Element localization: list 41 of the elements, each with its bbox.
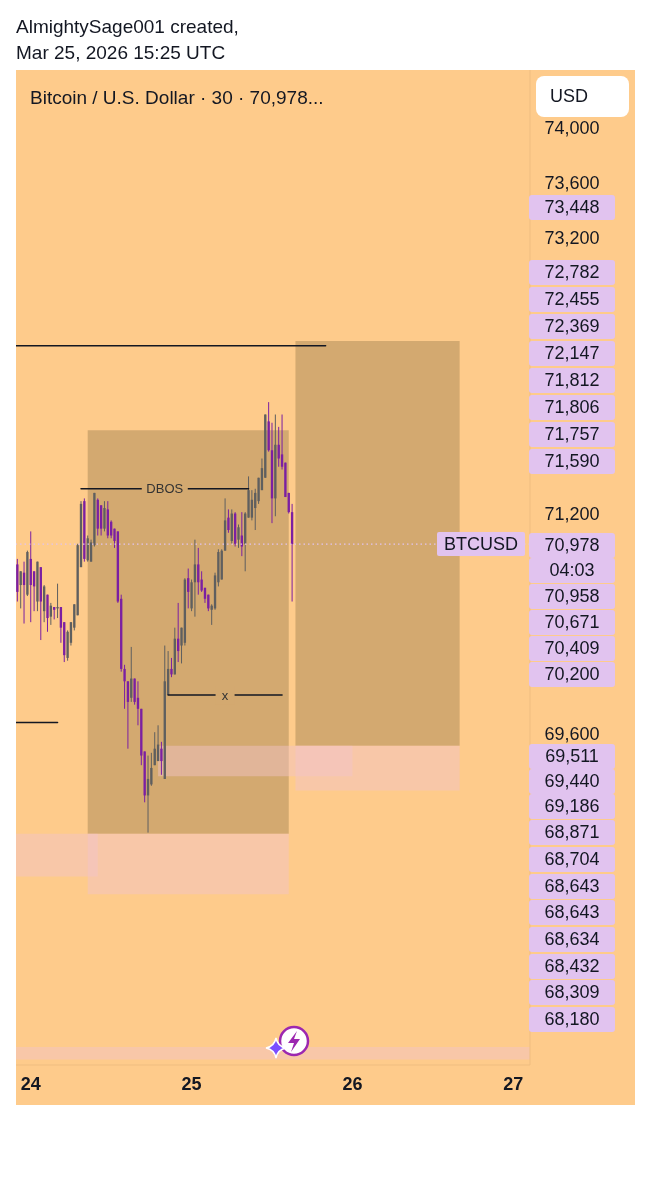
text: 70,200: [529, 661, 615, 687]
y-tick-label: 74,000: [544, 118, 600, 139]
text: 70,978: [529, 532, 615, 558]
y-axis-title: USD: [536, 76, 629, 117]
text: 68,634: [529, 926, 615, 952]
annotation: x: [221, 687, 229, 703]
text: 68,180: [529, 1006, 615, 1032]
text: 68,432: [529, 953, 615, 979]
text: 71,806: [529, 394, 615, 420]
y-tick-label: 69,600: [544, 723, 600, 744]
text: 69,511: [529, 743, 615, 769]
text: 68,643: [529, 899, 615, 925]
text: 68,871: [529, 819, 615, 845]
text: 71,590: [529, 448, 615, 474]
text: 73,448: [529, 194, 615, 220]
x-tick-label: 27: [503, 1074, 524, 1094]
text: 68,643: [529, 873, 615, 899]
y-tick-label: 71,200: [544, 503, 600, 524]
y-tick-label: 73,200: [544, 228, 600, 249]
text: 68,309: [529, 979, 615, 1005]
text: 72,369: [529, 313, 615, 339]
text: 70,409: [529, 635, 615, 661]
ref-line-label: BTCUSD: [437, 532, 525, 557]
text: 69,440: [529, 768, 615, 794]
text: Bitcoin / U.S. Dollar · 30 · 70,978...: [30, 86, 324, 110]
text: 70,958: [529, 583, 615, 609]
text: 72,455: [529, 286, 615, 312]
text: 72,782: [529, 259, 615, 285]
text: 71,812: [529, 367, 615, 393]
y-tick-label: 73,600: [544, 173, 600, 194]
text: 04:03: [529, 557, 615, 583]
annotation: DBOS: [146, 481, 184, 497]
text: 71,757: [529, 421, 615, 447]
text: 70,671: [529, 609, 615, 635]
x-tick-label: 26: [342, 1074, 363, 1094]
text: 68,704: [529, 846, 615, 872]
x-tick-label: 25: [181, 1074, 202, 1094]
text: 69,186: [529, 793, 615, 819]
text: 72,147: [529, 340, 615, 366]
text: AlmightySage001 created, Mar 25, 2026 15:25 UTC: [16, 15, 240, 65]
x-tick-label: 24: [20, 1074, 41, 1094]
